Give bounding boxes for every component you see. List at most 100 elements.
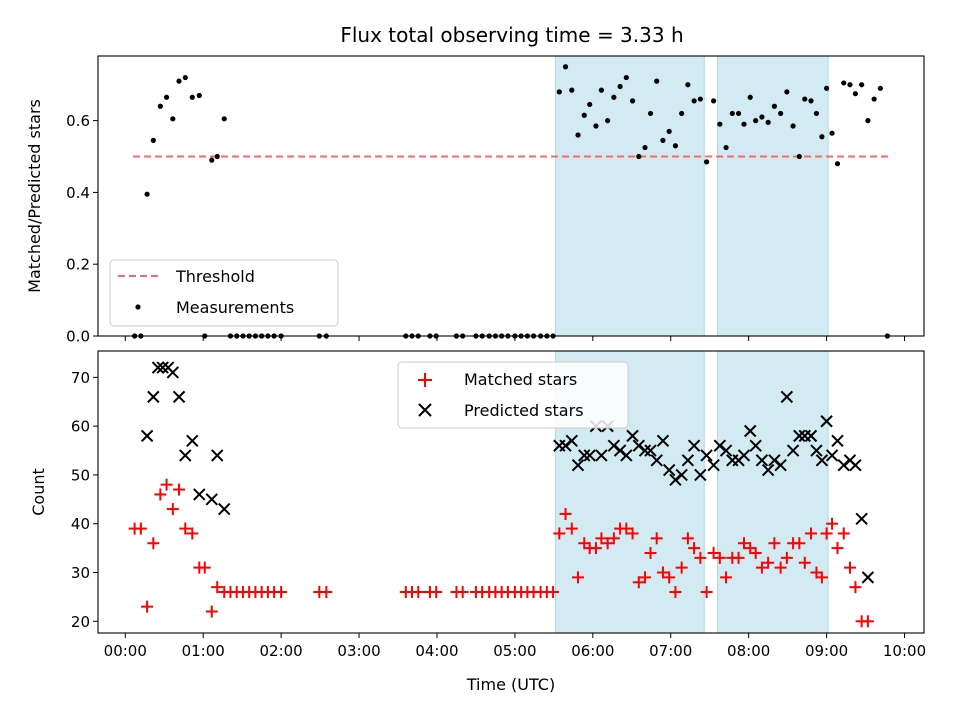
measurement-point [647, 110, 654, 117]
measurement-point [729, 110, 735, 117]
measurement-point [778, 110, 784, 117]
measurement-point [847, 82, 853, 88]
measurement-point [834, 161, 841, 167]
matched-star-point [205, 605, 218, 618]
predicted-star-point [825, 449, 839, 462]
legend-predicted-swatch [418, 403, 432, 417]
predicted-star-point [644, 444, 657, 457]
measurement-point [598, 87, 604, 93]
measurement-point [796, 153, 802, 160]
measurement-point [150, 137, 156, 143]
x-tick-label: 09:00 [805, 642, 848, 660]
ratio-y-tick-label: 0.6 [66, 112, 90, 130]
matched-star-point [669, 586, 682, 599]
legend-matched-swatch [418, 373, 432, 387]
matched-star-point [774, 561, 787, 574]
matched-star-point [626, 527, 639, 540]
predicted-star-point [186, 434, 199, 447]
measurement-point [654, 78, 660, 84]
matched-star-point [826, 517, 839, 530]
x-tick-label: 07:00 [649, 642, 692, 660]
ratio-legend: Threshold Measurements [109, 259, 339, 327]
predicted-star-point [193, 488, 206, 501]
measurement-point [611, 94, 617, 100]
measurement-point [877, 85, 883, 91]
matched-star-point [141, 600, 154, 613]
measurement-point [587, 101, 593, 108]
measurement-point [617, 83, 623, 90]
measurement-point [629, 98, 636, 104]
matched-star-point [713, 551, 726, 564]
predicted-star-point [675, 468, 688, 482]
measurement-point [735, 110, 742, 117]
predicted-star-point [172, 390, 186, 404]
measurement-point [765, 119, 771, 126]
measurement-point [157, 103, 163, 109]
count-y-tick-label: 50 [71, 466, 90, 484]
matched-star-point [663, 571, 676, 584]
ratio-y-tick-label: 0.0 [66, 328, 90, 346]
measurement-point [871, 96, 877, 102]
predicted-star-point [786, 444, 800, 457]
x-tick-label: 06:00 [571, 642, 614, 660]
measurement-point [841, 80, 847, 86]
matched-star-point [768, 537, 781, 550]
predicted-star-point [650, 454, 663, 467]
legend-measurements-label: Measurements [176, 298, 294, 317]
predicted-star-point [662, 463, 676, 477]
measurement-point [209, 157, 215, 163]
measurement-point [753, 118, 759, 124]
measurement-point [829, 130, 835, 136]
count-y-tick-label: 40 [71, 515, 90, 533]
matched-star-point [732, 551, 745, 564]
predicted-star-point [855, 512, 868, 526]
matched-star-point [173, 483, 186, 496]
predicted-star-point [761, 463, 775, 477]
measurement-point [759, 114, 765, 120]
measurement-point [196, 92, 202, 99]
measurement-point [660, 137, 666, 143]
matched-star-point [211, 581, 224, 594]
predicted-star-point [638, 444, 652, 457]
measurement-point [176, 78, 182, 84]
measurement-point [784, 89, 790, 95]
matched-star-point [843, 561, 856, 574]
measurement-point [819, 134, 825, 140]
predicted-star-point [687, 439, 701, 452]
count-y-tick-label: 70 [71, 369, 90, 387]
matched-star-point [632, 576, 645, 589]
predicted-star-point [719, 444, 733, 457]
matched-star-point [275, 586, 288, 599]
predicted-star-point [744, 424, 757, 438]
measurement-point [581, 112, 587, 118]
legend-measurements-swatch [135, 304, 141, 310]
predicted-star-point [793, 429, 806, 443]
measurement-point [717, 121, 723, 127]
x-tick-label: 02:00 [260, 642, 303, 660]
count-legend: Matched stars Predicted stars [397, 361, 629, 429]
matched-star-point [147, 537, 160, 550]
measurement-point [771, 103, 777, 109]
measurement-point [672, 143, 679, 149]
matched-star-point [694, 551, 707, 564]
ratio-axis-ticks: 0.0 0.2 0.4 0.6 [66, 112, 906, 346]
predicted-star-point [700, 449, 713, 462]
matched-star-point [707, 546, 720, 559]
predicted-star-point [147, 390, 160, 404]
count-panel: 20 30 40 50 60 70 00:00 01:00 02:00 03:00 04:00 05:… [29, 350, 926, 694]
measurement-point [623, 74, 629, 81]
measurement-point [556, 89, 562, 95]
measurement-point [182, 74, 188, 81]
matched-star-point [837, 527, 850, 540]
predicted-star-point [804, 429, 818, 443]
observing-window-1 [554, 55, 705, 337]
matched-star-point [412, 586, 425, 599]
ratio-y-axis-label: Matched/Predicted stars [25, 99, 44, 293]
x-tick-label: 08:00 [727, 642, 770, 660]
predicted-star-point [849, 458, 862, 472]
measurement-point [562, 64, 569, 70]
matched-star-point [198, 561, 211, 574]
count-y-axis-label: Count [29, 468, 48, 516]
matched-star-point [620, 522, 633, 535]
count-axis-ticks: 20 30 40 50 60 70 00:00 01:00 02:00 03:00 04:00 05:… [71, 369, 926, 660]
